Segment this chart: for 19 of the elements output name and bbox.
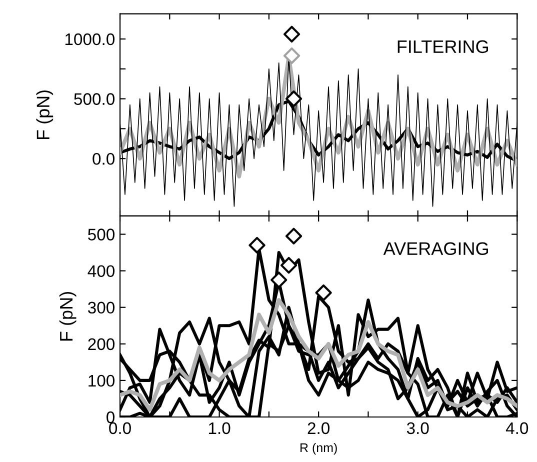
y-tick-label: 100 — [88, 374, 115, 387]
y-tick-label: 500.0 — [74, 93, 115, 105]
annotation: AVERAGING — [383, 242, 488, 256]
y-axis-title: F (pN) — [36, 90, 54, 140]
y-tick-label: 300 — [88, 302, 115, 314]
x-tick-label: 4.0 — [506, 422, 528, 434]
x-tick-label: 2.0 — [308, 422, 330, 434]
y-tick-label: 200 — [88, 338, 115, 350]
y-axis-title: F (pN) — [59, 292, 76, 341]
y-tick-label: 400 — [88, 265, 115, 278]
y-tick-label: 0.0 — [92, 152, 115, 165]
x-tick-label: 3.0 — [406, 422, 429, 434]
x-tick-label: 0.0 — [109, 422, 131, 434]
annotation: FILTERING — [398, 40, 488, 54]
x-tick-label: 1.0 — [208, 422, 230, 434]
y-tick-label: 500 — [88, 228, 115, 240]
x-axis-title: R (nm) — [300, 442, 337, 455]
y-tick-label: 0 — [106, 411, 115, 424]
y-tick-label: 1000.0 — [65, 33, 115, 46]
